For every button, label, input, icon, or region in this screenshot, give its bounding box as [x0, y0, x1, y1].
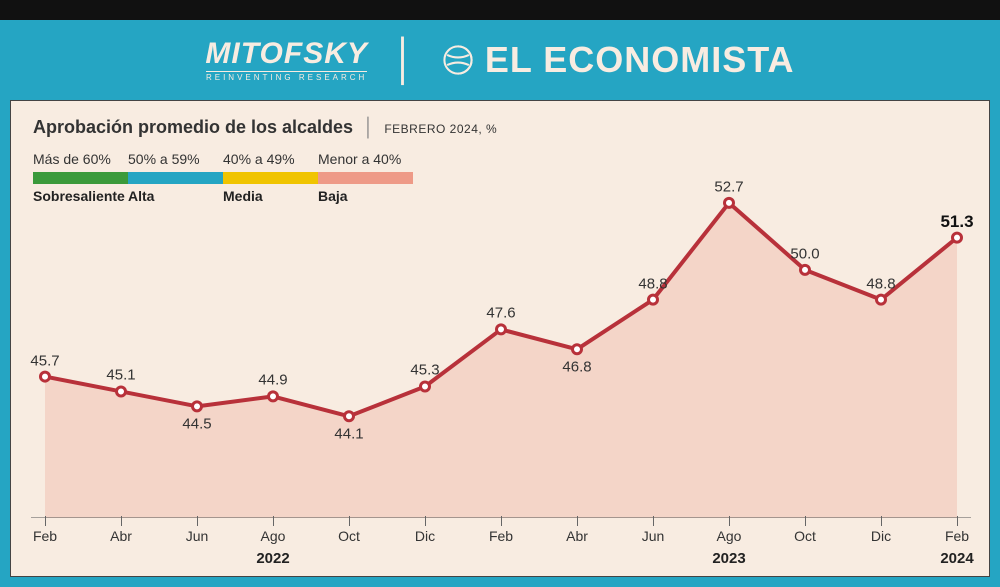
x-year-label: 2023	[712, 550, 745, 567]
logo-mitofsky-text: MITOFSKY	[205, 39, 367, 69]
plot-area	[31, 121, 971, 518]
x-tick-label: Jun	[186, 528, 209, 544]
x-tick	[729, 516, 730, 526]
x-tick-label: Dic	[871, 528, 891, 544]
x-tick	[45, 516, 46, 526]
x-tick	[121, 516, 122, 526]
x-tick-label: Abr	[566, 528, 588, 544]
x-tick	[881, 516, 882, 526]
logo-separator: │	[392, 38, 417, 83]
logo-mitofsky: MITOFSKY REINVENTING RESEARCH	[205, 39, 367, 82]
globe-icon	[441, 43, 475, 77]
x-tick-label: Dic	[415, 528, 435, 544]
x-year-label: 2024	[940, 550, 973, 567]
x-tick-label: Feb	[489, 528, 513, 544]
cyan-frame: MITOFSKY REINVENTING RESEARCH │ EL ECONO…	[0, 20, 1000, 587]
x-tick-label: Oct	[338, 528, 360, 544]
x-tick	[653, 516, 654, 526]
outer-frame: MITOFSKY REINVENTING RESEARCH │ EL ECONO…	[0, 0, 1000, 587]
header: MITOFSKY REINVENTING RESEARCH │ EL ECONO…	[10, 20, 990, 100]
x-tick	[197, 516, 198, 526]
x-tick	[273, 516, 274, 526]
x-tick-label: Ago	[261, 528, 286, 544]
x-tick	[957, 516, 958, 526]
logo-el-economista-text: EL ECONOMISTA	[485, 39, 795, 81]
x-tick	[349, 516, 350, 526]
x-tick	[425, 516, 426, 526]
x-year-label: 2022	[256, 550, 289, 567]
x-axis: Feb Abr Jun Ago Oct Dic Feb Abr Jun Ago Oct Dic Feb 2…	[31, 516, 971, 576]
x-tick	[577, 516, 578, 526]
x-tick	[805, 516, 806, 526]
x-tick	[501, 516, 502, 526]
logo-mitofsky-subtext: REINVENTING RESEARCH	[206, 71, 367, 82]
x-tick-label: Jun	[642, 528, 665, 544]
x-tick-label: Oct	[794, 528, 816, 544]
logo-el-economista: EL ECONOMISTA	[441, 39, 795, 81]
x-tick-label: Abr	[110, 528, 132, 544]
chart-card: Aprobación promedio de los alcaldes │ FE…	[10, 100, 990, 577]
x-tick-label: Ago	[717, 528, 742, 544]
x-tick-label: Feb	[945, 528, 969, 544]
x-tick-label: Feb	[33, 528, 57, 544]
